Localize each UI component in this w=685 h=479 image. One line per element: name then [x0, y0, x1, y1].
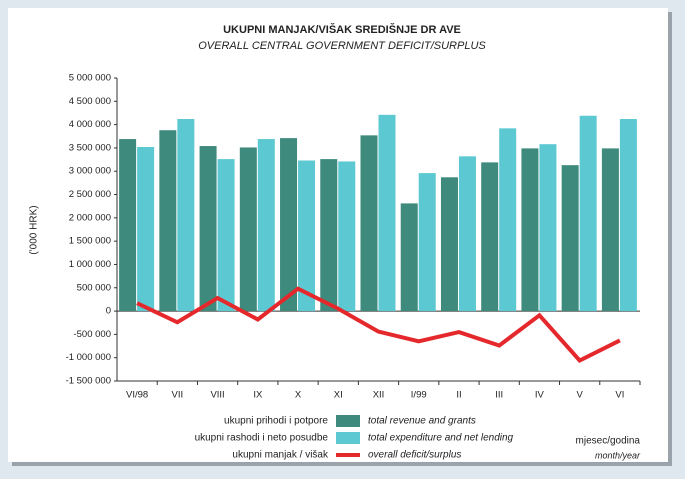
bar — [481, 162, 499, 312]
bar — [338, 161, 356, 312]
bar — [239, 147, 257, 312]
x-tick-label: VI/98 — [126, 390, 148, 401]
x-tick-label: IV — [535, 390, 545, 401]
legend-label: ukupni manjak / višak — [232, 450, 329, 461]
x-tick-label: XII — [373, 390, 385, 401]
y-axis-label: ('000 HRK) — [29, 205, 40, 254]
legend-swatch — [336, 415, 360, 427]
bar — [539, 144, 557, 312]
y-tick-label: -1 500 000 — [66, 376, 111, 387]
bar — [257, 139, 275, 312]
bar — [561, 165, 579, 312]
x-tick-label: XI — [334, 390, 343, 401]
y-tick-label: 4 500 000 — [69, 96, 111, 107]
chart-title: UKUPNI MANJAK/VIŠAK SREDIŠNJE DR AVE — [223, 23, 461, 36]
x-axis-label-en: month/year — [595, 450, 641, 460]
bar — [177, 119, 195, 312]
bar — [458, 156, 476, 312]
bar — [418, 173, 436, 312]
y-tick-label: 4 000 000 — [69, 119, 111, 130]
chart-subtitle: OVERALL CENTRAL GOVERNMENT DEFICIT/SURPL… — [198, 40, 486, 52]
x-tick-label: X — [295, 390, 302, 401]
legend-label: ukupni prihodi i potpore — [224, 416, 328, 427]
y-tick-label: 500 000 — [77, 282, 111, 293]
bar — [440, 177, 458, 312]
legend-label-en: total expenditure and net lending — [368, 433, 514, 444]
bar — [217, 159, 235, 312]
x-tick-label: IX — [253, 390, 263, 401]
y-tick-label: 2 500 000 — [69, 189, 111, 200]
y-tick-label: 1 000 000 — [69, 259, 111, 270]
legend-swatch — [336, 432, 360, 444]
x-tick-label: VII — [172, 390, 184, 401]
bar — [499, 128, 517, 312]
bar — [400, 203, 418, 312]
bar — [280, 138, 298, 312]
y-tick-label: 0 — [106, 306, 111, 317]
x-tick-label: VI — [615, 390, 624, 401]
line — [136, 286, 621, 363]
y-tick-label: 1 500 000 — [69, 236, 111, 247]
y-tick-label: 3 500 000 — [69, 142, 111, 153]
bar — [601, 148, 619, 312]
bar — [137, 146, 155, 312]
y-tick-label: 2 000 000 — [69, 212, 111, 223]
x-axis-label: mjesec/godina — [576, 436, 641, 447]
y-tick-label: -500 000 — [73, 329, 111, 340]
x-tick-label: III — [495, 390, 503, 401]
x-tick-label: V — [576, 390, 583, 401]
x-tick-label: VIII — [210, 390, 224, 401]
bar — [320, 159, 338, 312]
bar — [360, 135, 378, 312]
bar — [619, 119, 637, 312]
x-tick-label: I/99 — [411, 390, 427, 401]
panel — [8, 8, 668, 462]
y-tick-label: 5 000 000 — [69, 73, 111, 84]
bar — [378, 114, 396, 312]
bar — [159, 130, 177, 312]
bar — [521, 148, 539, 312]
legend-label-en: overall deficit/surplus — [368, 450, 461, 461]
bar — [298, 160, 316, 312]
y-tick-label: 3 000 000 — [69, 166, 111, 177]
y-tick-label: -1 000 000 — [66, 352, 111, 363]
bar — [199, 146, 217, 312]
legend-label: ukupni rashodi i neto posudbe — [195, 433, 329, 444]
legend-label-en: total revenue and grants — [368, 416, 476, 427]
bar — [119, 139, 137, 312]
bar — [579, 115, 597, 312]
x-tick-label: II — [456, 390, 461, 401]
